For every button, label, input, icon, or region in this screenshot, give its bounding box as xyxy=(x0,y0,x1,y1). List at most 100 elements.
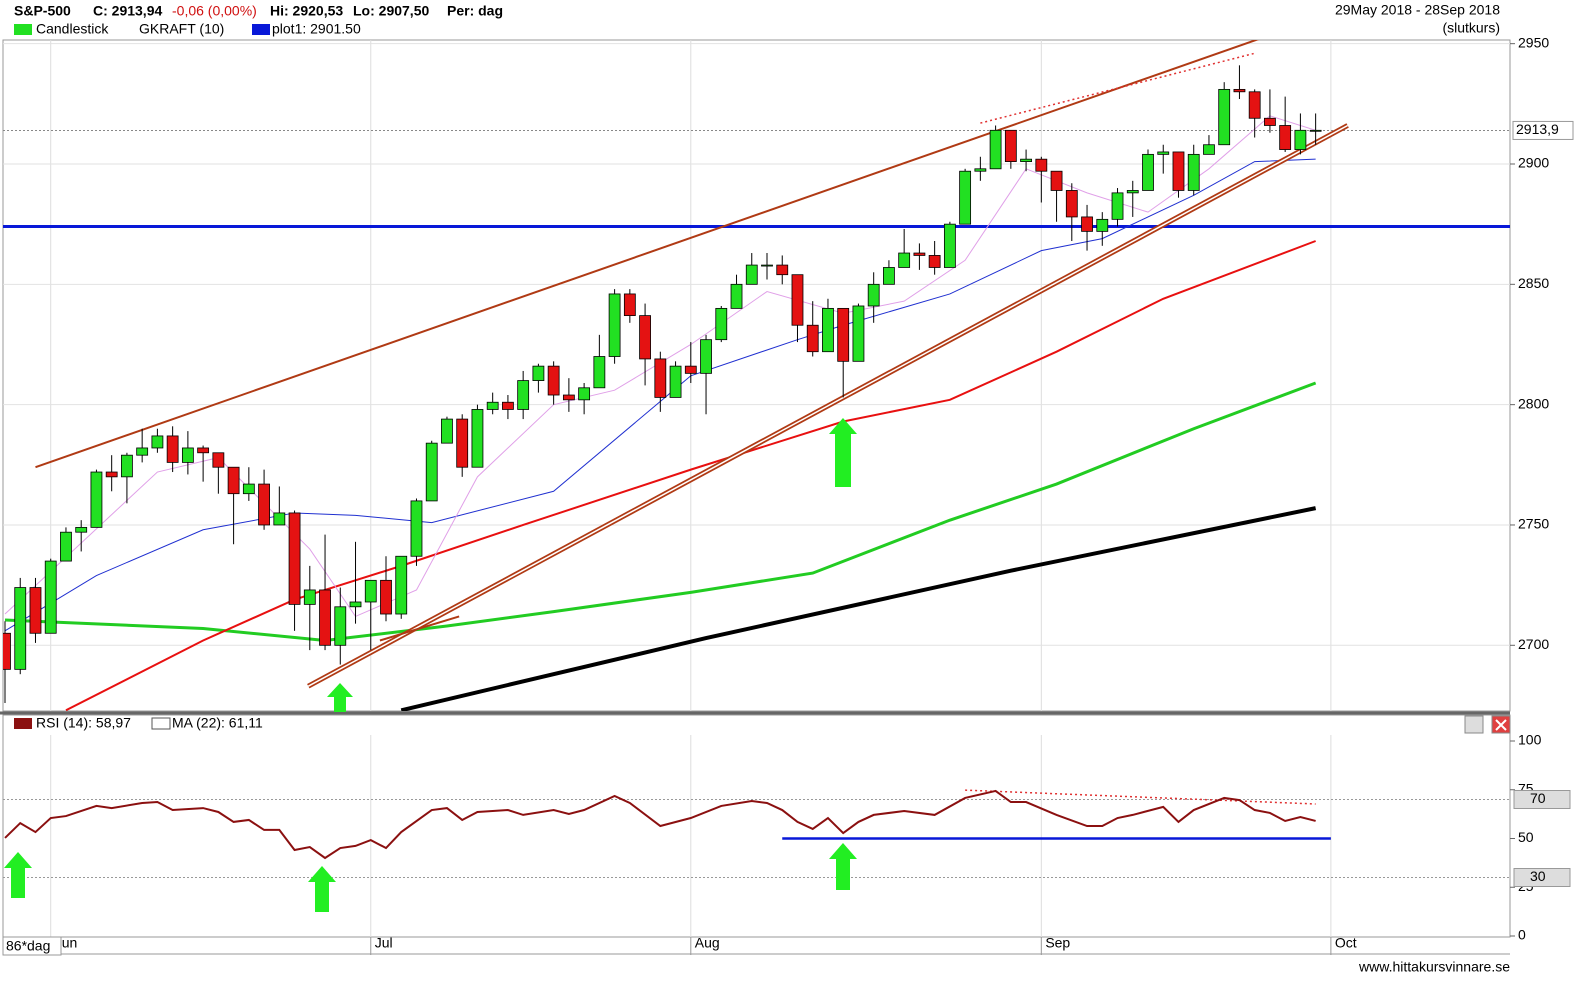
candle-body xyxy=(1187,153,1200,191)
legend-swatch xyxy=(14,718,32,729)
moving-average xyxy=(4,158,1316,632)
candle-body xyxy=(715,307,728,341)
candle-body xyxy=(806,324,819,353)
candle-body xyxy=(3,632,11,670)
moving-average xyxy=(4,381,1317,642)
price-panel xyxy=(2,39,1511,712)
candle-body xyxy=(303,589,316,605)
day-count: 86*dag xyxy=(6,938,50,954)
legend-item[interactable]: RSI (14): 58,97 xyxy=(36,715,131,731)
x-tick-label: Sep xyxy=(1045,935,1070,951)
arrow xyxy=(829,418,857,487)
moving-average xyxy=(400,506,1317,711)
y-tick-label: 2950 xyxy=(1518,34,1549,50)
candle-body xyxy=(1142,153,1154,191)
candle-body xyxy=(486,401,499,410)
candle-body xyxy=(242,483,255,495)
y-tick-label: 50 xyxy=(1518,829,1534,845)
y-tick-label: 2900 xyxy=(1518,155,1549,171)
price-type: (slutkurs) xyxy=(1442,20,1500,36)
candle-body xyxy=(761,264,773,267)
arrows xyxy=(4,418,857,912)
candle-body xyxy=(822,307,834,353)
arrow xyxy=(4,852,32,898)
candle-body xyxy=(593,356,606,389)
candle-body xyxy=(1294,129,1307,150)
candle-body xyxy=(181,447,194,463)
candle-body xyxy=(1065,190,1078,218)
candle-body xyxy=(288,512,301,605)
candle-body xyxy=(669,365,682,398)
candle-body xyxy=(44,560,57,634)
candle-body xyxy=(319,589,331,646)
candle-body xyxy=(471,409,484,468)
high: Hi: 2920,53 xyxy=(270,3,343,19)
y-tick-label: 2800 xyxy=(1518,395,1549,411)
footer: www.hittakursvinnare.se xyxy=(1358,959,1510,975)
candle-body xyxy=(1309,129,1322,132)
trendline xyxy=(307,124,1349,687)
candle-body xyxy=(913,252,926,256)
change: -0,06 (0,00%) xyxy=(172,3,257,19)
symbol: S&P-500 xyxy=(14,3,71,19)
candle-body xyxy=(1111,192,1124,220)
legend-item[interactable]: GKRAFT (10) xyxy=(139,21,224,37)
band-label-box xyxy=(1513,868,1571,887)
candle-body xyxy=(197,447,210,454)
candle-body xyxy=(608,293,621,357)
candle-body xyxy=(227,466,240,495)
candle-body xyxy=(898,252,911,268)
candle-body xyxy=(395,555,408,615)
settings-button[interactable] xyxy=(1464,715,1484,734)
trendline xyxy=(35,40,1259,469)
candle-body xyxy=(1279,125,1292,150)
arrow xyxy=(327,683,353,712)
candle-body xyxy=(273,512,286,526)
legend-item[interactable]: plot1: 2901.50 xyxy=(272,21,361,37)
candle-body xyxy=(837,307,850,362)
x-tick-label: Oct xyxy=(1335,935,1357,951)
candle-body xyxy=(776,264,789,276)
candle-body xyxy=(334,606,347,646)
candle-body xyxy=(745,264,758,285)
candle-body xyxy=(1248,91,1261,119)
candle-body xyxy=(791,274,804,326)
candle-body xyxy=(852,305,865,362)
candle-body xyxy=(105,471,118,478)
candle-body xyxy=(989,129,1002,170)
candle-body xyxy=(1035,158,1048,172)
candle-body xyxy=(867,283,880,307)
candle-body xyxy=(410,500,423,557)
candle-body xyxy=(212,452,225,468)
y-tick-label: 100 xyxy=(1518,732,1542,748)
candle-body xyxy=(425,442,438,502)
candle-body xyxy=(578,387,591,401)
legend-item[interactable]: Candlestick xyxy=(36,21,109,37)
candle-body xyxy=(639,315,651,360)
candle-body xyxy=(1203,144,1215,155)
close-icon xyxy=(1495,719,1507,731)
candle-body xyxy=(974,168,987,172)
y-tick-label: 2750 xyxy=(1518,516,1549,532)
candle-body xyxy=(700,339,712,374)
candle-body xyxy=(1004,129,1017,162)
candle-body xyxy=(730,283,743,309)
candle-body xyxy=(547,365,560,396)
date-range: 29May 2018 - 28Sep 2018 xyxy=(1335,2,1500,18)
legend-swatch xyxy=(14,24,32,35)
close: C: 2913,94 xyxy=(93,3,162,19)
candle-body xyxy=(1081,216,1093,232)
candle-body xyxy=(1264,117,1276,126)
trendline xyxy=(980,52,1255,124)
candle-body xyxy=(502,401,514,410)
candle-body xyxy=(441,418,453,444)
last-price-label: 2913,9 xyxy=(1516,121,1559,137)
candle-body xyxy=(136,447,149,456)
y-tick-label: 0 xyxy=(1518,927,1526,943)
candle-body xyxy=(349,601,362,608)
candle-body xyxy=(380,579,392,615)
legend-item[interactable]: MA (22): 61,11 xyxy=(172,715,263,731)
candle-body xyxy=(60,531,72,562)
candle-body xyxy=(532,365,545,381)
candle-body xyxy=(258,483,270,526)
